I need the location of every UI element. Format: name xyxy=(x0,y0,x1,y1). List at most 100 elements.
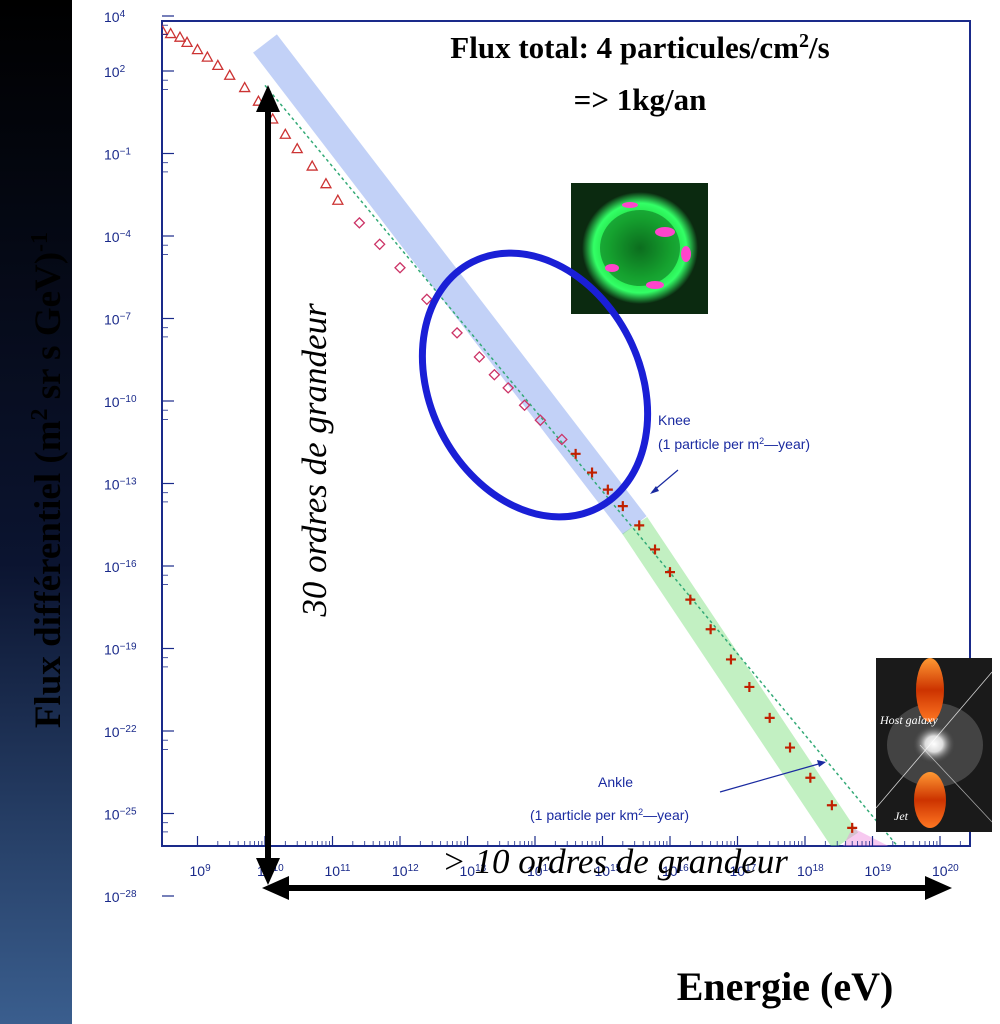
left-sky-strip xyxy=(0,0,72,1024)
data-point-s0-7 xyxy=(180,36,194,48)
data-point-s1-3 xyxy=(420,293,433,306)
data-point-s2-7 xyxy=(685,594,696,605)
x-tick-label-8: 1017 xyxy=(730,863,757,880)
vertical-magnitude-label: 30 ordres de grandeur xyxy=(295,303,334,618)
data-point-s2-9 xyxy=(725,654,736,665)
x-tick-label-0: 109 xyxy=(190,863,212,880)
plot-area xyxy=(162,24,899,846)
ankle-pointer xyxy=(719,762,823,793)
data-point-s2-12 xyxy=(785,742,796,753)
data-point-s0-19 xyxy=(331,193,344,205)
horizontal-magnitude-label: > 10 ordres de grandeur xyxy=(442,842,788,881)
data-point-s2-13 xyxy=(805,772,816,783)
y-tick-label-3: 10−4 xyxy=(104,229,131,246)
flux-total-line2: => 1kg/an xyxy=(574,82,707,117)
ankle-subtitle: (1 particle per km2—year) xyxy=(530,807,689,823)
vertical-magnitude-arrow xyxy=(256,85,280,885)
supernova-remnant-image xyxy=(571,183,708,314)
axis-ticks xyxy=(162,15,961,897)
x-tick-label-3: 1012 xyxy=(392,863,419,880)
x-tick-label-9: 1018 xyxy=(797,863,824,880)
x-tick-label-11: 1020 xyxy=(932,863,959,880)
data-point-s0-8 xyxy=(191,43,204,55)
data-point-s2-1 xyxy=(587,467,598,478)
x-axis-title: Energie (eV) xyxy=(677,964,894,1009)
y-tick-label-4: 10−7 xyxy=(104,311,131,328)
y-tick-label-0: 104 xyxy=(104,9,126,26)
data-point-s2-14 xyxy=(826,800,837,811)
jet-label: Jet xyxy=(894,809,909,823)
data-point-s0-13 xyxy=(252,94,265,106)
y-tick-label-1: 102 xyxy=(104,64,126,81)
arrow-head-left xyxy=(262,876,289,900)
y-tick-label-7: 10−16 xyxy=(104,559,137,576)
data-point-s2-6 xyxy=(665,567,675,578)
data-point-s1-10 xyxy=(555,433,568,446)
y-tick-label-10: 10−25 xyxy=(104,806,137,823)
x-tick-label-4: 1013 xyxy=(460,863,487,880)
data-point-s0-17 xyxy=(306,159,319,171)
data-point-s2-4 xyxy=(634,520,645,531)
knee-subtitle: (1 particle per m2—year) xyxy=(658,436,810,452)
data-point-s2-2 xyxy=(602,484,613,495)
data-point-s0-9 xyxy=(201,50,214,62)
data-point-s1-6 xyxy=(488,368,501,381)
data-point-s1-9 xyxy=(534,414,547,427)
ankle-pointer-head xyxy=(817,760,826,767)
y-axis-title: Flux différentiel (m2 sr s GeV)-1 xyxy=(27,232,69,728)
data-point-s2-10 xyxy=(744,681,755,692)
y-tick-label-2: 10−1 xyxy=(104,146,131,163)
data-point-s0-18 xyxy=(319,177,333,189)
agn-jet-image: Host galaxy Jet xyxy=(875,658,993,832)
knee-region-ellipse xyxy=(418,249,652,521)
y-tick-label-11: 10−28 xyxy=(104,889,137,906)
data-point-s1-7 xyxy=(502,381,515,394)
data-point-s2-8 xyxy=(705,624,716,635)
y-tick-label-5: 10−10 xyxy=(104,394,137,411)
data-point-s2-3 xyxy=(617,501,628,512)
data-point-s1-4 xyxy=(451,326,463,339)
arrow-head-right xyxy=(925,876,952,900)
plot-frame xyxy=(161,20,971,847)
data-point-s2-0 xyxy=(570,448,581,459)
data-point-s0-6 xyxy=(173,30,187,42)
data-point-s0-5 xyxy=(164,27,177,39)
data-point-s0-12 xyxy=(238,81,251,93)
data-points xyxy=(162,24,858,833)
knee-title: Knee xyxy=(658,412,691,428)
data-point-s0-15 xyxy=(279,127,292,139)
data-point-s1-8 xyxy=(518,399,531,412)
knee-annotation: Knee (1 particle per m2—year) xyxy=(650,412,810,494)
data-point-s1-0 xyxy=(353,216,366,229)
data-point-s0-11 xyxy=(223,68,236,80)
knee-pointer-head xyxy=(650,486,659,494)
ankle-title: Ankle xyxy=(598,774,633,790)
data-point-s0-10 xyxy=(211,59,224,71)
spectrum-bands xyxy=(253,34,889,846)
arrow-head-down xyxy=(256,858,280,885)
x-tick-label-7: 1016 xyxy=(662,863,689,880)
x-tick-label-2: 1011 xyxy=(325,863,351,880)
data-point-s0-16 xyxy=(291,142,304,154)
data-point-s2-11 xyxy=(764,712,775,723)
arrow-head-up xyxy=(256,85,280,112)
x-tick-label-10: 1019 xyxy=(865,863,892,880)
ankle-annotation: Ankle (1 particle per km2—year) xyxy=(530,760,826,823)
y-tick-label-9: 10−22 xyxy=(104,724,137,741)
horizontal-magnitude-arrow xyxy=(262,876,952,900)
x-tick-label-5: 1014 xyxy=(527,863,554,880)
host-galaxy-label: Host galaxy xyxy=(879,713,938,727)
flux-total-line1: Flux total: 4 particules/cm2/s xyxy=(450,30,829,65)
y-tick-label-6: 10−13 xyxy=(104,476,137,493)
data-point-s1-5 xyxy=(473,351,486,363)
axis-tick-labels: 1091010101110121013101410151016101710181… xyxy=(104,9,1000,906)
spectrum-band-0 xyxy=(253,34,647,535)
x-tick-label-6: 1015 xyxy=(595,863,622,880)
data-point-s1-2 xyxy=(394,261,406,274)
y-tick-label-8: 10−19 xyxy=(104,641,137,658)
data-point-s2-15 xyxy=(847,822,858,833)
data-point-s2-5 xyxy=(650,544,661,555)
data-point-s1-1 xyxy=(373,238,386,251)
spectrum-band-1 xyxy=(622,517,859,846)
